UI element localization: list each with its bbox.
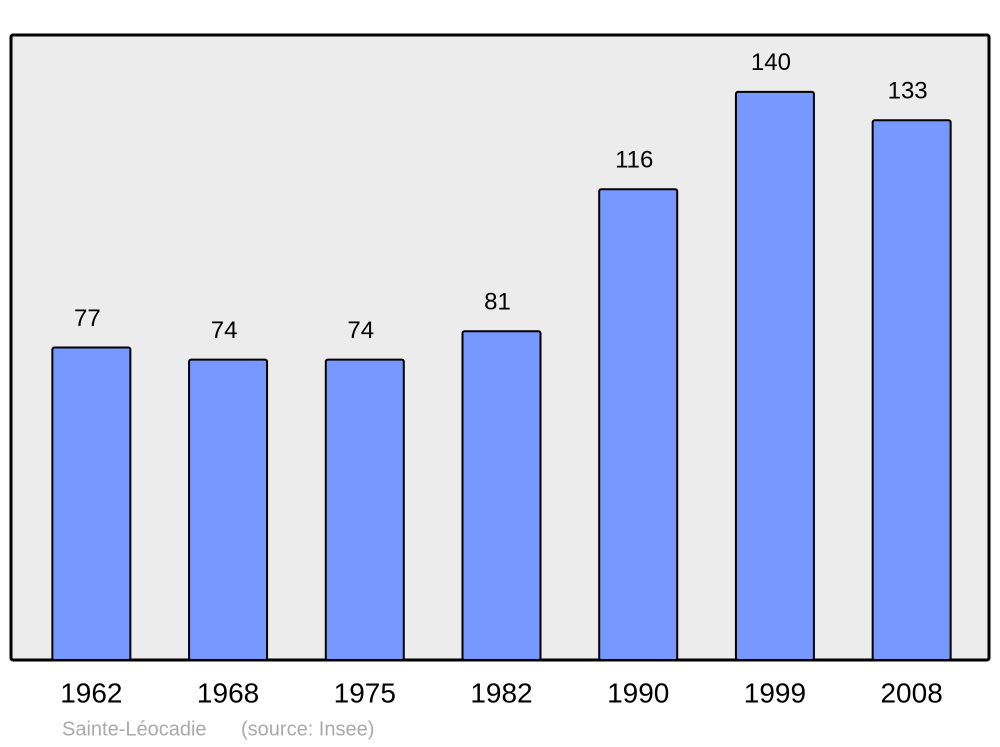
bar [598, 188, 679, 662]
x-tick-label: 1968 [197, 677, 259, 708]
caption: Sainte-Léocadie [62, 718, 207, 740]
x-tick-label: 1982 [470, 677, 532, 708]
value-label: 77 [74, 305, 101, 332]
bar [734, 90, 815, 662]
value-label: 74 [347, 317, 374, 344]
value-label: 140 [751, 49, 791, 76]
bar [461, 330, 542, 661]
bar [871, 119, 952, 661]
value-label: 133 [888, 78, 928, 105]
value-label: 81 [484, 289, 511, 316]
bar [188, 358, 269, 661]
x-tick-label: 1990 [607, 677, 669, 708]
x-tick-label: 1999 [744, 677, 806, 708]
x-tick-label: 1975 [334, 677, 396, 708]
x-tick-label: 1962 [60, 677, 122, 708]
bar [51, 346, 132, 661]
value-label: 116 [615, 147, 653, 174]
value-label: 74 [211, 317, 238, 344]
bar [324, 358, 405, 661]
x-tick-label: 2008 [880, 677, 942, 708]
source: (source: Insee) [241, 718, 374, 740]
